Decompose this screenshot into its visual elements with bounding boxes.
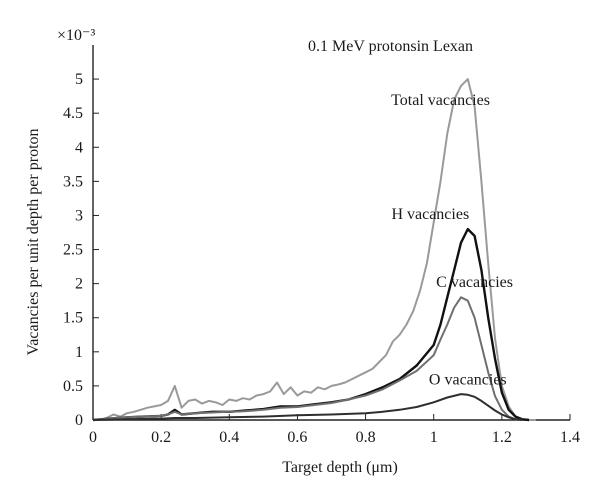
x-tick-label: 0.6	[287, 429, 307, 446]
x-tick-label: 0	[89, 429, 97, 446]
y-tick-label: 4	[75, 139, 83, 156]
y-multiplier-label: ×10⁻³	[57, 27, 95, 44]
y-tick-label: 0.5	[63, 378, 83, 395]
x-tick-label: 0.2	[151, 429, 171, 446]
series-lines	[92, 78, 536, 422]
chart-title: 0.1 MeV protonsin Lexan	[308, 38, 473, 55]
x-ticks: 0 0.2 0.4 0.6 0.8 1 1.2 1.4	[89, 414, 580, 446]
series-line-h-vacancies	[92, 227, 530, 422]
annotation-label: Total vacancies	[391, 92, 490, 109]
y-tick-label: 2	[75, 276, 83, 293]
y-tick-label: 1.5	[63, 310, 83, 327]
series-line-total-vacancies	[93, 78, 536, 421]
y-tick-label: 5	[75, 71, 83, 88]
x-tick-label: 0.4	[219, 429, 239, 446]
y-tick-label: 3	[75, 207, 83, 224]
y-axis-label: Vacancies per unit depth per proton	[25, 128, 42, 355]
annotation-label: H vacancies	[391, 206, 469, 223]
y-tick-label: 1	[75, 344, 83, 361]
series-line-o-vacancies	[92, 393, 523, 421]
y-tick-label: 3.5	[63, 173, 83, 190]
x-tick-label: 1.4	[560, 429, 580, 446]
annotation-label: C vacancies	[436, 274, 513, 291]
series-line-c-vacancies	[92, 296, 523, 421]
plot-area	[92, 45, 570, 421]
x-tick-label: 1.2	[492, 429, 512, 446]
series-annotations: Total vacancies H vacancies C vacancies O v…	[391, 92, 513, 389]
y-ticks: 0 0.5 1 1.5 2 2.5 3 3.5 4 4.5 5	[63, 71, 99, 429]
x-axis-label: Target depth (μm)	[282, 459, 398, 476]
y-tick-label: 4.5	[63, 105, 83, 122]
y-tick-label: 2.5	[63, 242, 83, 259]
y-tick-label: 0	[75, 412, 83, 429]
x-tick-label: 1	[430, 429, 438, 446]
x-tick-label: 0.8	[356, 429, 376, 446]
annotation-label: O vacancies	[429, 372, 507, 389]
